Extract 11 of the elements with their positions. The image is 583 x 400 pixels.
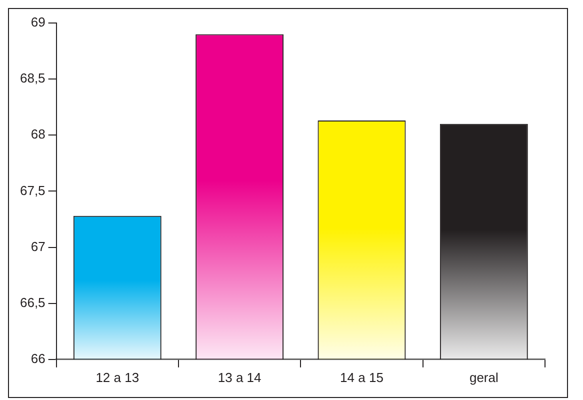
y-tick-label: 68 — [30, 126, 46, 142]
x-tick-label: 14 a 15 — [340, 370, 384, 385]
y-tick-label: 68,5 — [20, 70, 46, 86]
x-tick-label: 12 a 13 — [96, 370, 140, 385]
x-tick-label: geral — [469, 370, 498, 385]
y-tick-label: 66 — [30, 350, 46, 366]
x-tick-label: 13 a 14 — [218, 370, 262, 385]
y-tick-label: 67 — [30, 238, 46, 254]
y-tick-label: 67,5 — [20, 182, 46, 198]
y-tick-label: 66,5 — [20, 294, 46, 310]
y-tick-label: 69 — [30, 14, 46, 30]
